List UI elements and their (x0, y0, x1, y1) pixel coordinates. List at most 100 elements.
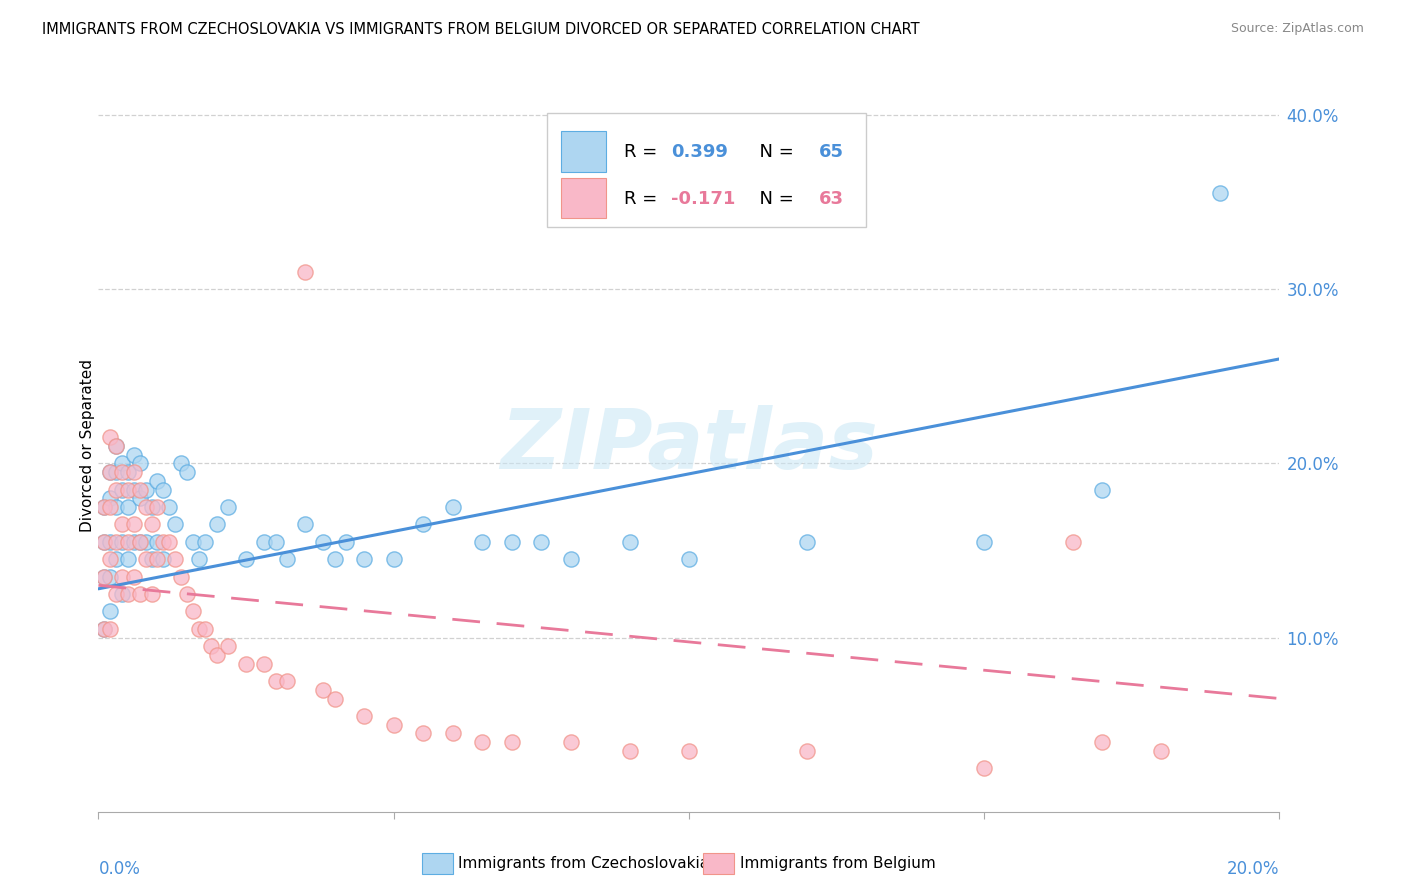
Point (471, 735, 494, 749)
Point (105, 552, 128, 566)
Point (122, 534, 145, 549)
Point (294, 517, 316, 532)
Point (122, 448, 145, 462)
Point (93, 534, 115, 549)
Point (105, 500, 128, 514)
Point (98, 465, 121, 479)
Point (122, 569, 145, 583)
Point (98, 430, 121, 444)
Point (312, 534, 335, 549)
Point (560, 735, 582, 749)
Point (678, 552, 700, 566)
Text: R =: R = (624, 190, 664, 208)
Point (1150, 744, 1173, 758)
Point (176, 587, 198, 601)
Point (122, 483, 145, 497)
Point (412, 517, 434, 532)
Point (353, 709, 375, 723)
Point (117, 552, 139, 566)
Point (312, 682, 335, 697)
Point (98, 491, 121, 506)
Point (146, 474, 169, 488)
Text: Immigrants from Belgium: Immigrants from Belgium (740, 856, 935, 871)
Point (170, 457, 193, 471)
FancyBboxPatch shape (547, 113, 866, 227)
Point (93, 534, 115, 549)
Text: Source: ZipAtlas.com: Source: ZipAtlas.com (1230, 22, 1364, 36)
Point (165, 517, 187, 532)
Point (194, 534, 217, 549)
Point (235, 552, 257, 566)
Point (1091, 483, 1114, 497)
Point (93, 622, 115, 636)
Point (98, 569, 121, 583)
Point (128, 587, 150, 601)
Point (335, 534, 357, 549)
Point (111, 483, 134, 497)
Point (141, 500, 163, 514)
Point (128, 534, 150, 549)
Point (117, 465, 139, 479)
Point (146, 552, 169, 566)
Point (98, 552, 121, 566)
Point (117, 587, 139, 601)
Point (560, 552, 582, 566)
Point (152, 483, 174, 497)
Point (501, 534, 523, 549)
Point (1209, 186, 1232, 201)
Point (200, 640, 222, 654)
Y-axis label: Divorced or Separated: Divorced or Separated (80, 359, 94, 533)
Point (187, 622, 209, 636)
Text: 20.0%: 20.0% (1227, 861, 1279, 879)
Point (264, 674, 287, 689)
Point (146, 500, 169, 514)
Point (128, 491, 150, 506)
Point (98, 500, 121, 514)
Point (253, 657, 276, 671)
Text: N =: N = (748, 143, 800, 161)
Point (501, 735, 523, 749)
Point (93, 569, 115, 583)
Point (105, 587, 128, 601)
Point (98, 604, 121, 618)
Point (98, 534, 121, 549)
Point (152, 534, 174, 549)
Point (135, 483, 157, 497)
Text: 63: 63 (818, 190, 844, 208)
Point (678, 744, 700, 758)
Point (117, 483, 139, 497)
Point (93, 569, 115, 583)
Point (170, 569, 193, 583)
Point (117, 500, 139, 514)
Point (323, 691, 346, 706)
FancyBboxPatch shape (561, 131, 606, 171)
Point (264, 534, 287, 549)
Text: N =: N = (748, 190, 800, 208)
Point (323, 552, 346, 566)
Point (441, 500, 464, 514)
Point (276, 674, 298, 689)
Point (141, 587, 163, 601)
Point (619, 744, 641, 758)
Text: Immigrants from Czechoslovakia: Immigrants from Czechoslovakia (458, 856, 710, 871)
Point (235, 657, 257, 671)
Point (205, 517, 228, 532)
Point (157, 534, 180, 549)
FancyBboxPatch shape (561, 178, 606, 218)
Point (141, 517, 163, 532)
Point (217, 500, 239, 514)
Point (181, 534, 204, 549)
Point (98, 465, 121, 479)
Point (122, 465, 145, 479)
Point (276, 552, 298, 566)
Point (135, 534, 157, 549)
Point (165, 552, 187, 566)
Point (217, 640, 239, 654)
Point (1091, 735, 1114, 749)
Point (128, 483, 150, 497)
Text: 0.399: 0.399 (671, 143, 728, 161)
Point (117, 534, 139, 549)
Text: ZIPatlas: ZIPatlas (501, 406, 877, 486)
Point (93, 500, 115, 514)
Point (441, 726, 464, 740)
